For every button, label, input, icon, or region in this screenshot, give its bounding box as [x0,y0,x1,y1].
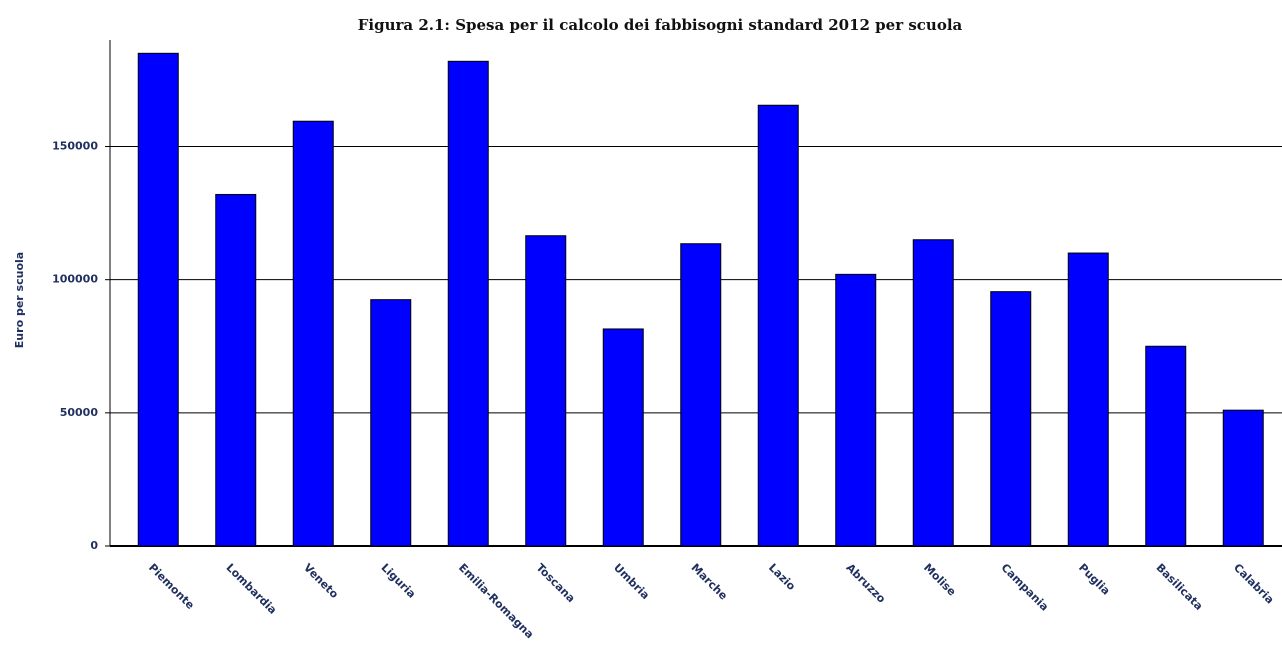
bar [680,243,722,547]
bar [757,104,799,547]
bar [602,328,644,547]
bar [215,193,257,547]
x-tick-label: Basilicata [1154,561,1206,613]
x-tick-label: Piemonte [146,561,197,612]
x-tick-label: Veneto [301,561,341,601]
bar [370,299,412,547]
bar [525,235,567,547]
x-tick-label: Marche [689,561,730,602]
x-tick-label: Abruzzo [844,561,889,606]
bar [1067,252,1109,547]
y-tick-label: 0 [90,539,98,552]
x-tick-label: Lombardia [224,561,280,617]
x-tick-label: Toscana [534,561,578,605]
bar [1222,409,1264,547]
x-tick-label: Umbria [611,561,652,602]
y-axis-label: Euro per scuola [13,252,26,348]
bar [990,291,1032,547]
x-tick-label: Emilia-Romagna [456,561,536,641]
bar [447,60,489,547]
y-tick-label: 100000 [52,273,98,286]
y-tick-label: 150000 [52,140,98,153]
chart-title: Figura 2.1: Spesa per il calcolo dei fab… [358,16,963,34]
x-tick-label: Lazio [766,561,798,593]
y-tick-label: 50000 [60,406,99,419]
x-tick-label: Liguria [379,561,419,601]
bar [292,120,334,547]
bar [912,239,954,547]
bar [1145,345,1187,547]
bar [835,273,877,547]
x-tick-label: Calabria [1231,561,1276,606]
x-tick-label: Puglia [1076,561,1113,598]
bar [137,52,179,547]
x-tick-label: Campania [999,561,1052,614]
x-tick-label: Molise [921,561,959,599]
